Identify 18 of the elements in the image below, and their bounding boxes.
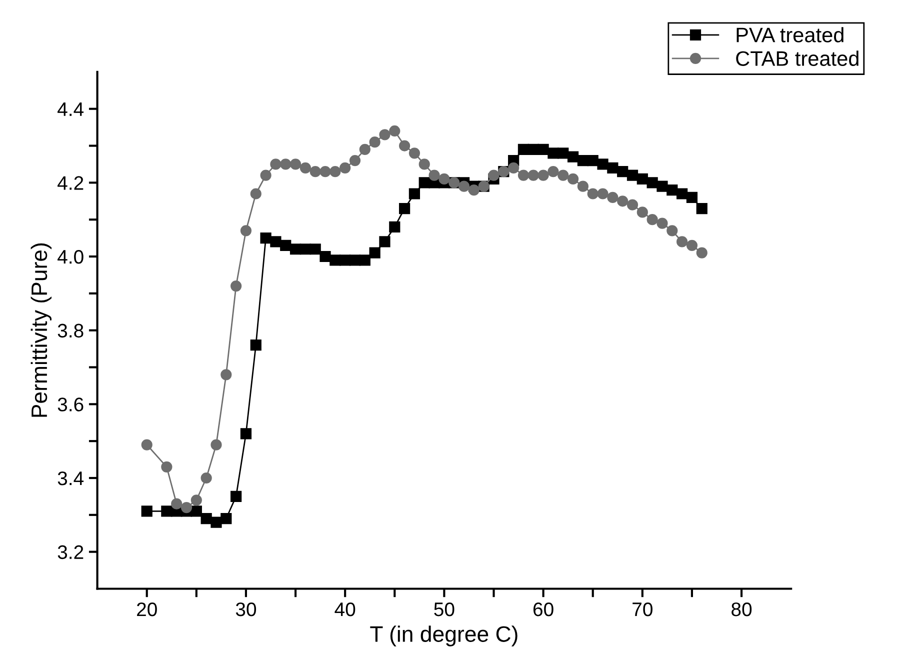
y-tick-label: 4.0	[58, 250, 84, 264]
x-tick-label: 40	[334, 602, 356, 616]
y-tick-label: 3.8	[58, 324, 84, 338]
y-axis-title: Permittivity (Pure)	[30, 243, 52, 417]
x-tick-label: 20	[137, 602, 157, 616]
y-tick-label: 3.2	[58, 545, 84, 560]
y-tick-label: 4.2	[58, 176, 84, 190]
y-tick-label: 3.4	[58, 471, 84, 486]
y-tick-label: 3.6	[58, 398, 84, 412]
x-tick-label: 80	[732, 602, 752, 616]
y-tick-label: 4.4	[58, 102, 84, 116]
legend-label: PVA treated	[736, 27, 844, 42]
x-tick-label: 60	[533, 602, 554, 616]
x-tick-label: 30	[236, 602, 256, 616]
legend-label: CTAB treated	[736, 50, 858, 66]
x-tick-label: 50	[434, 602, 454, 616]
x-axis-title: T (in degree C)	[370, 626, 518, 646]
x-tick-label: 70	[632, 602, 652, 616]
